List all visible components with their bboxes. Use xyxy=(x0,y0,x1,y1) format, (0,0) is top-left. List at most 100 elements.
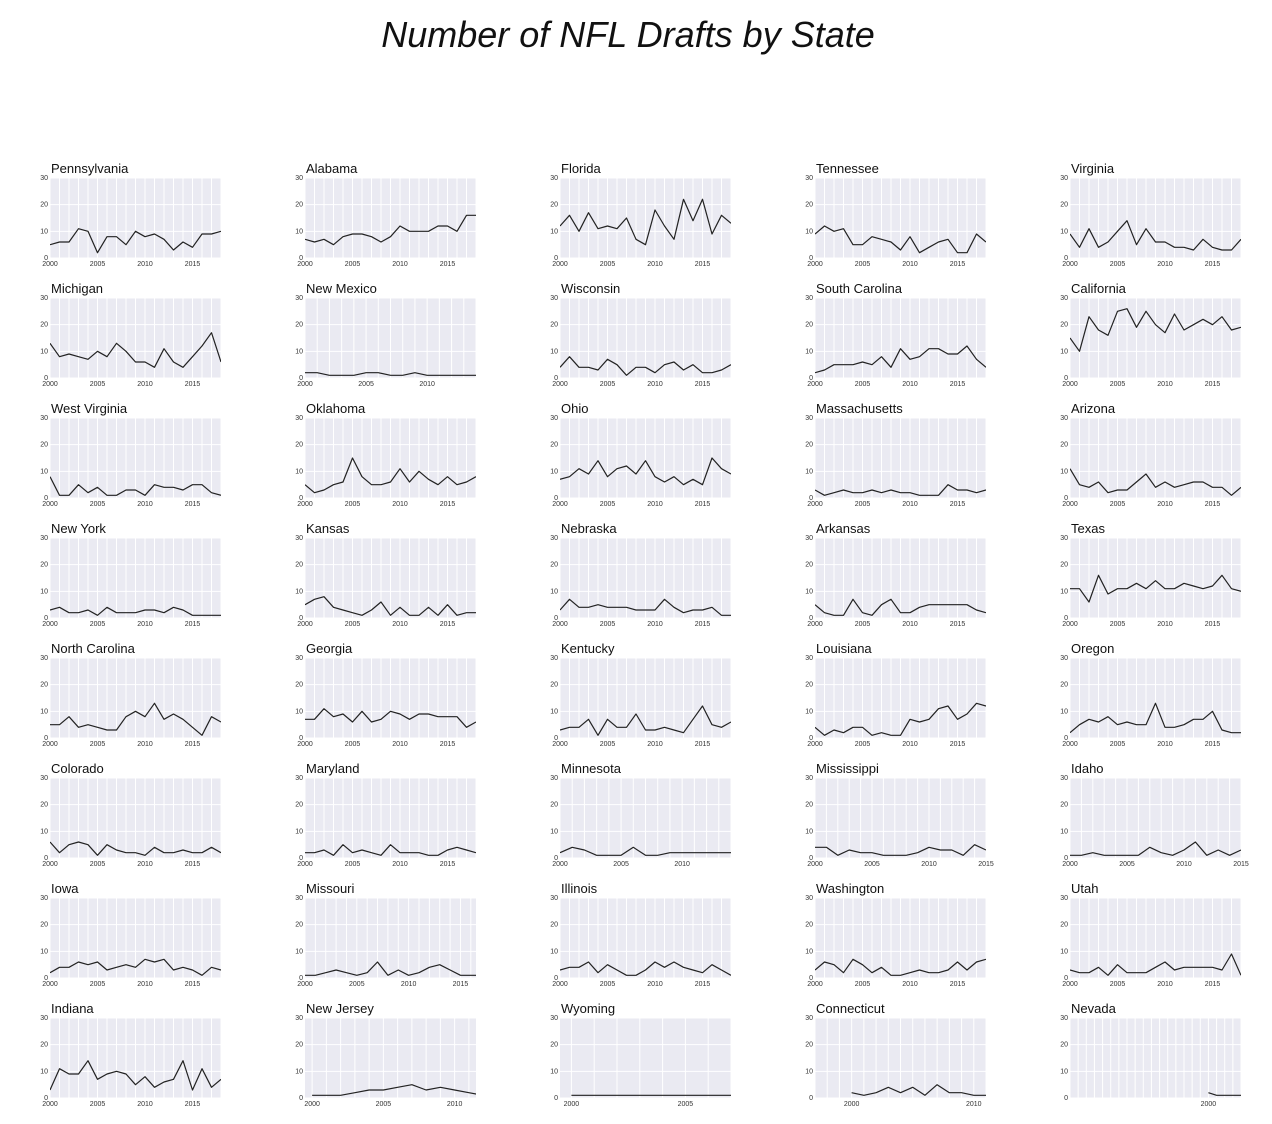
y-tick-label: 0 xyxy=(809,255,813,262)
y-tick-label: 10 xyxy=(40,948,48,955)
x-tick-label: 2000 xyxy=(552,861,568,868)
panel-texas: Texas 0 10 20 30 2000 2005 2010 2015 xyxy=(1060,521,1242,628)
x-tick-label: 2010 xyxy=(392,261,408,268)
y-tick-label: 20 xyxy=(550,1042,558,1049)
y-tick-label: 30 xyxy=(295,175,303,182)
panel-title: Massachusetts xyxy=(816,401,903,416)
x-tick-label: 2010 xyxy=(902,621,918,628)
plot-background xyxy=(815,778,986,858)
y-tick-label: 20 xyxy=(1060,562,1068,569)
y-tick-label: 10 xyxy=(550,588,558,595)
x-tick-label: 2000 xyxy=(807,621,823,628)
y-tick-label: 20 xyxy=(40,202,48,209)
panel-title: Alabama xyxy=(306,161,358,176)
x-tick-label: 2000 xyxy=(552,621,568,628)
plot-background xyxy=(305,1018,476,1098)
x-tick-label: 2005 xyxy=(90,741,106,748)
y-tick-label: 20 xyxy=(805,322,813,329)
y-tick-label: 10 xyxy=(805,708,813,715)
panel-tennessee: Tennessee 0 10 20 30 2000 2005 2010 2015 xyxy=(805,161,987,268)
panel-title: Colorado xyxy=(51,761,104,776)
y-tick-label: 10 xyxy=(295,708,303,715)
panel-oklahoma: Oklahoma 0 10 20 30 2000 2005 2010 2015 xyxy=(295,401,477,508)
series-line xyxy=(50,1060,221,1091)
x-tick-label: 2010 xyxy=(647,621,663,628)
x-tick-label: 2015 xyxy=(185,861,201,868)
panel-mississippi: Mississippi 0 10 20 30 2000 2005 2010 2015 xyxy=(805,761,994,868)
series-line xyxy=(1070,220,1241,251)
y-tick-label: 0 xyxy=(44,615,48,622)
y-tick-label: 0 xyxy=(809,615,813,622)
y-tick-label: 10 xyxy=(550,348,558,355)
y-tick-label: 20 xyxy=(1060,922,1068,929)
x-tick-label: 2000 xyxy=(42,1101,58,1108)
x-tick-label: 2015 xyxy=(185,741,201,748)
y-tick-label: 20 xyxy=(1060,1042,1068,1049)
x-tick-label: 2005 xyxy=(855,741,871,748)
y-tick-label: 30 xyxy=(1060,775,1068,782)
panel-title: New Jersey xyxy=(306,1001,374,1016)
x-tick-label: 2000 xyxy=(297,261,313,268)
y-tick-label: 20 xyxy=(1060,682,1068,689)
x-tick-label: 2005 xyxy=(1119,861,1135,868)
y-tick-label: 0 xyxy=(1064,615,1068,622)
y-tick-label: 20 xyxy=(550,442,558,449)
x-tick-label: 2010 xyxy=(902,741,918,748)
y-tick-label: 30 xyxy=(805,415,813,422)
panel-title: Maryland xyxy=(306,761,359,776)
x-tick-label: 2000 xyxy=(42,621,58,628)
x-tick-label: 2015 xyxy=(185,1101,201,1108)
y-tick-label: 20 xyxy=(805,802,813,809)
x-tick-label: 2010 xyxy=(647,741,663,748)
panel-title: Wisconsin xyxy=(561,281,620,296)
panel-title: Missouri xyxy=(306,881,355,896)
y-tick-label: 0 xyxy=(299,855,303,862)
series-line xyxy=(571,1094,731,1096)
y-tick-label: 10 xyxy=(40,708,48,715)
y-tick-label: 30 xyxy=(40,415,48,422)
x-tick-label: 2000 xyxy=(297,981,313,988)
y-tick-label: 10 xyxy=(40,828,48,835)
panel-washington: Washington 0 10 20 30 2000 2005 2010 2015 xyxy=(805,881,987,988)
x-tick-label: 2015 xyxy=(950,621,966,628)
y-tick-label: 10 xyxy=(295,828,303,835)
panel-nebraska: Nebraska 0 10 20 30 2000 2005 2010 2015 xyxy=(550,521,732,628)
y-tick-label: 20 xyxy=(550,922,558,929)
y-tick-label: 30 xyxy=(550,415,558,422)
x-tick-label: 2010 xyxy=(1157,381,1173,388)
x-tick-label: 2015 xyxy=(950,381,966,388)
x-tick-label: 2000 xyxy=(1062,381,1078,388)
y-tick-label: 10 xyxy=(40,348,48,355)
panel-louisiana: Louisiana 0 10 20 30 2000 2005 2010 2015 xyxy=(805,641,987,748)
x-tick-label: 2010 xyxy=(137,381,153,388)
y-tick-label: 10 xyxy=(805,588,813,595)
panel-title: Tennessee xyxy=(816,161,879,176)
y-tick-label: 30 xyxy=(1060,415,1068,422)
x-tick-label: 2005 xyxy=(855,381,871,388)
x-tick-label: 2005 xyxy=(855,261,871,268)
x-tick-label: 2010 xyxy=(902,981,918,988)
series-line xyxy=(50,841,221,856)
x-tick-label: 2010 xyxy=(401,981,417,988)
y-tick-label: 0 xyxy=(299,375,303,382)
x-tick-label: 2000 xyxy=(552,261,568,268)
panel-michigan: Michigan 0 10 20 30 2000 2005 2010 2015 xyxy=(40,281,222,388)
panel-connecticut: Connecticut 0 10 20 30 2000 2010 xyxy=(805,1001,987,1108)
x-tick-label: 2005 xyxy=(1110,261,1126,268)
series-line xyxy=(560,705,731,736)
panel-oregon: Oregon 0 10 20 30 2000 2005 2010 2015 xyxy=(1060,641,1242,748)
x-tick-label: 2000 xyxy=(42,981,58,988)
y-tick-label: 30 xyxy=(805,175,813,182)
y-tick-label: 10 xyxy=(550,1068,558,1075)
y-tick-label: 20 xyxy=(1060,322,1068,329)
series-line xyxy=(305,457,476,494)
panel-colorado: Colorado 0 10 20 30 2000 2005 2010 2015 xyxy=(40,761,222,868)
panel-illinois: Illinois 0 10 20 30 2000 2005 2010 2015 xyxy=(550,881,732,988)
y-tick-label: 10 xyxy=(1060,1068,1068,1075)
x-tick-label: 2010 xyxy=(392,741,408,748)
x-tick-label: 2000 xyxy=(564,1101,580,1108)
y-tick-label: 10 xyxy=(40,228,48,235)
y-tick-label: 20 xyxy=(40,442,48,449)
y-tick-label: 10 xyxy=(295,948,303,955)
